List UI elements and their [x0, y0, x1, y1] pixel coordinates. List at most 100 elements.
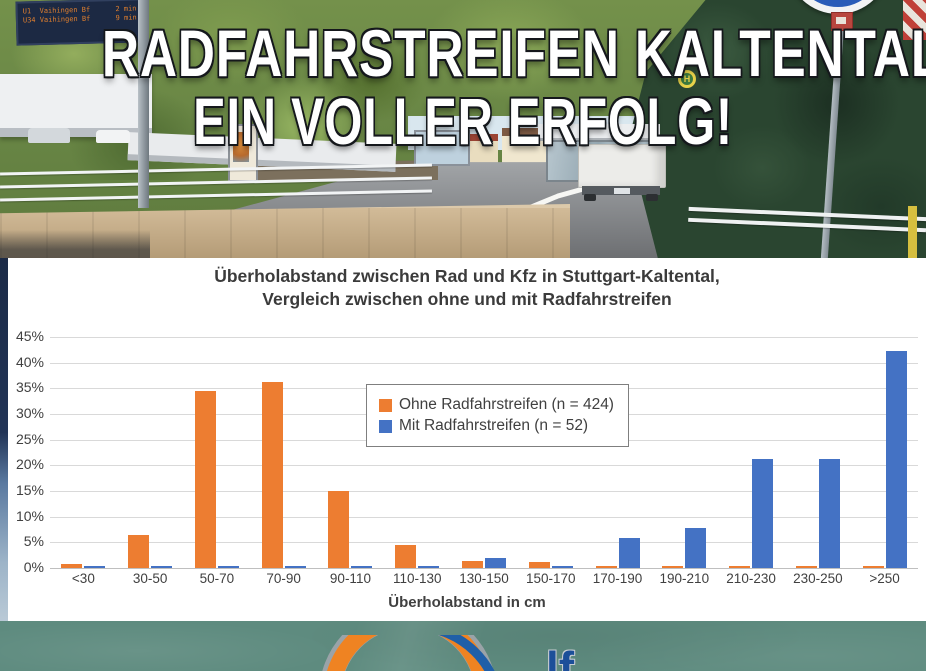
bar-group [117, 337, 184, 568]
logo-letters: lf [546, 642, 575, 671]
x-tick-label: 90-110 [329, 571, 371, 586]
truck [576, 144, 668, 202]
legend-swatch-icon [379, 419, 392, 433]
truck-wheel [584, 194, 596, 201]
gridline [50, 542, 918, 544]
yellow-pole [908, 206, 917, 258]
bar [61, 564, 83, 568]
platform-railing [0, 163, 432, 202]
x-tick-label: 150-170 [525, 571, 576, 586]
y-tick-label: 35% [15, 379, 44, 396]
bar [217, 566, 239, 568]
bar [729, 566, 751, 568]
x-tick-label: 30-50 [132, 571, 168, 586]
x-tick-label: 110-130 [392, 571, 442, 586]
plot-area [50, 337, 918, 569]
headline-line2: EIN VOLLER ERFOLG! [193, 84, 733, 158]
street-photo: U1 Vaihingen Bf 2 min U34 Vaihingen Bf 9… [0, 0, 926, 258]
x-tick-label: 190-210 [659, 571, 710, 586]
bar [752, 459, 774, 568]
legend-item: Ohne Radfahrstreifen (n = 424) [379, 396, 614, 414]
gridline [50, 337, 918, 338]
red-white-sign-edge [903, 0, 926, 40]
gridline [50, 362, 918, 364]
bar [595, 566, 617, 568]
legend-item: Mit Radfahrstreifen (n = 52) [379, 417, 614, 435]
logo-arc-icon [322, 635, 495, 671]
y-tick-label: 30% [15, 405, 44, 421]
bar [84, 566, 106, 568]
x-tick-label: <30 [71, 571, 95, 586]
bar-group [451, 337, 518, 568]
parked-car [96, 130, 130, 143]
bar-group [784, 337, 851, 568]
x-axis-title: Überholabstand in cm [388, 594, 546, 611]
x-tick-label: 170-190 [592, 571, 643, 586]
truck-body [578, 144, 666, 188]
bar [662, 566, 684, 568]
truck-wheel [646, 194, 658, 201]
bar [128, 535, 150, 568]
bar [328, 491, 350, 568]
bus-stop-h-sign: H [678, 70, 696, 88]
billboard [414, 130, 470, 166]
bar-group [584, 337, 651, 568]
bar-group [718, 337, 785, 568]
bar [194, 391, 216, 568]
shelter-roof [538, 124, 660, 141]
bar [418, 566, 440, 568]
bar-group [50, 337, 117, 568]
bar [685, 528, 707, 568]
bar [862, 566, 884, 568]
parked-car [28, 128, 70, 143]
y-tick-label: 10% [15, 507, 44, 524]
legend-label: Mit Radfahrstreifen (n = 52) [399, 417, 589, 434]
bar-group [184, 337, 251, 568]
bar [351, 566, 373, 568]
bar [528, 561, 550, 568]
photo-edge-sliver [0, 258, 8, 621]
legend-label: Ohne Radfahrstreifen (n = 424) [399, 396, 614, 413]
bar [395, 544, 417, 568]
y-tick-label: 20% [15, 456, 44, 473]
chart-legend: Ohne Radfahrstreifen (n = 424) Mit Radfah… [366, 384, 629, 447]
chart-title-line1: Überholabstand zwischen Rad und Kfz in S… [214, 266, 720, 286]
bar [151, 566, 173, 568]
foreground-shadow [0, 230, 150, 258]
y-tick-label: 45% [15, 328, 44, 344]
bar-group [851, 337, 918, 568]
y-tick-label: 5% [23, 533, 44, 550]
billboard-art [233, 132, 249, 162]
x-tick-label: >250 [869, 571, 900, 586]
x-tick-label: 230-250 [793, 571, 843, 586]
y-tick-label: 40% [15, 353, 44, 370]
footer-banner: lf [0, 621, 926, 671]
sign-plate-inner [836, 17, 846, 24]
bar-group [250, 337, 317, 568]
chart-title-line2: Vergleich zwischen ohne und mit Radfahrs… [262, 289, 672, 309]
bar [818, 459, 840, 568]
bar [795, 566, 817, 568]
bar [551, 566, 573, 568]
x-tick-label: 50-70 [199, 571, 235, 586]
bar-chart: Überholabstand zwischen Rad und Kfz in S… [8, 258, 926, 621]
gridline [50, 516, 918, 518]
gridline [50, 491, 918, 492]
bar [261, 381, 283, 568]
station-canopy [0, 74, 152, 137]
station-mast [138, 0, 149, 208]
bar-group [517, 337, 584, 568]
bar [284, 566, 306, 568]
bar [461, 560, 483, 568]
y-tick-label: 25% [15, 430, 44, 447]
bar-group [317, 337, 384, 568]
y-tick-label: 0% [23, 559, 44, 575]
bar-group [651, 337, 718, 568]
bar [484, 558, 506, 568]
bar-group [384, 337, 451, 568]
gridline [50, 465, 918, 467]
bar [885, 350, 907, 568]
y-tick-label: 15% [15, 482, 44, 498]
gridline [50, 568, 918, 569]
legend-swatch-icon [379, 398, 392, 412]
